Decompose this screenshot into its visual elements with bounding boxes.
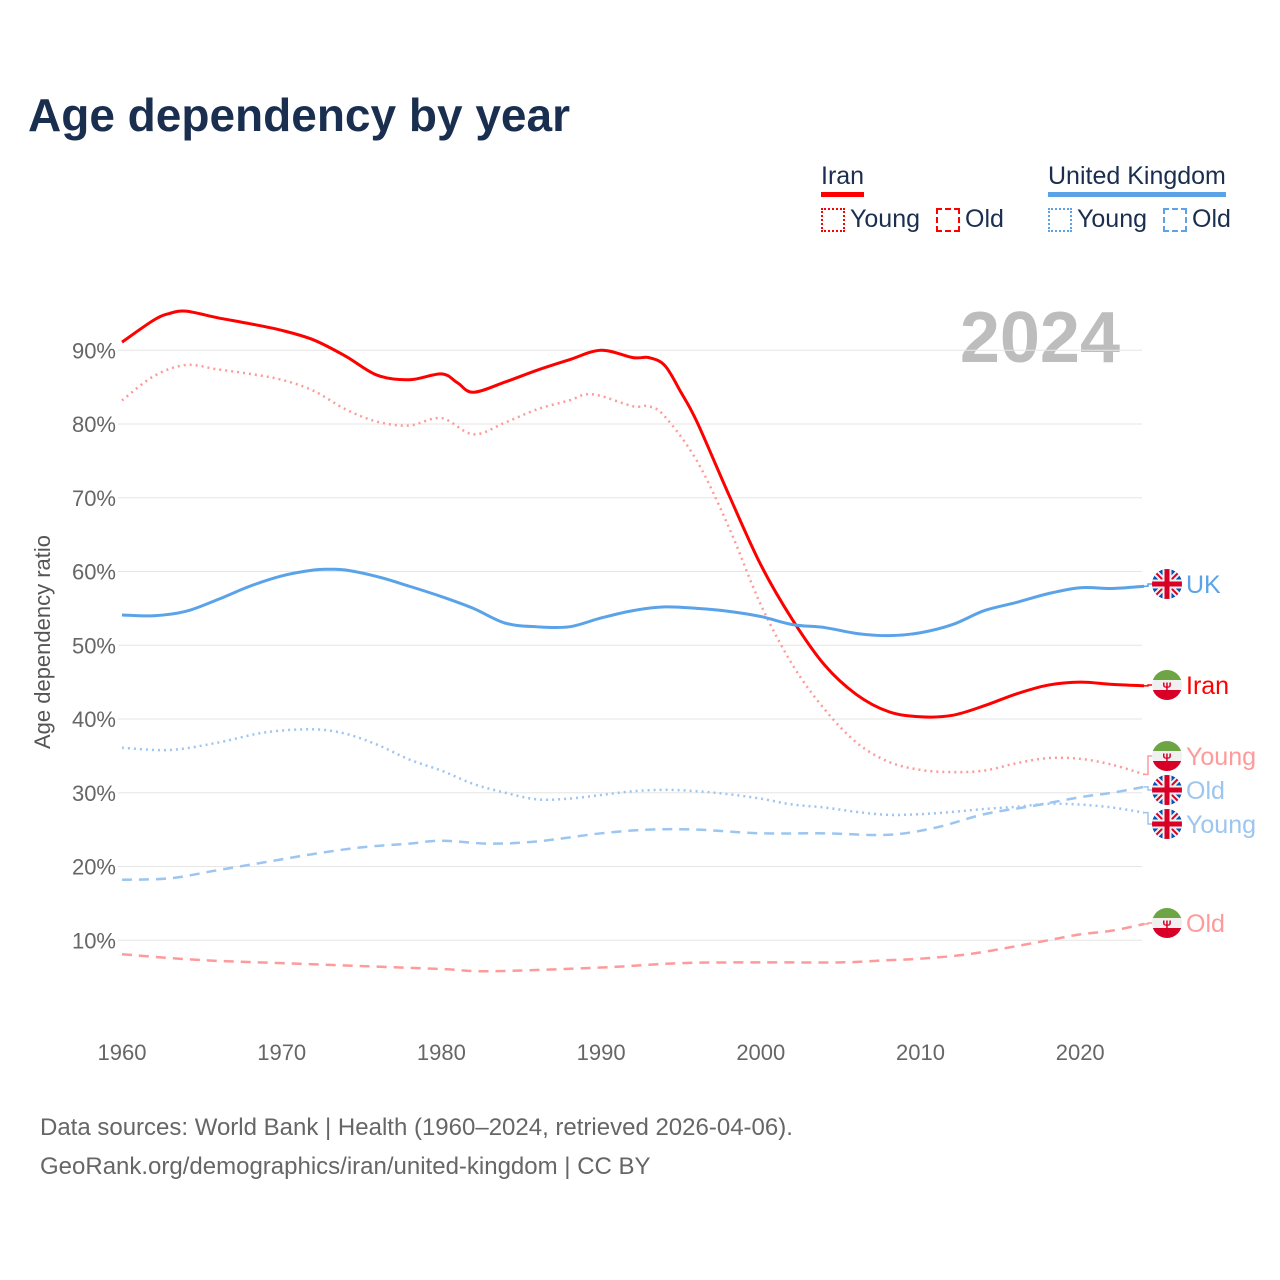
end-label-iran: Ψ Iran [1144, 670, 1229, 700]
end-label-united-kingdom: UK [1144, 569, 1221, 599]
x-tick-label: 2020 [1056, 1040, 1105, 1065]
series-line-united-kingdom-young[interactable] [121, 728, 1145, 817]
label-connector [1144, 786, 1152, 791]
x-tick-label: 1970 [257, 1040, 306, 1065]
y-tick-label: 30% [72, 781, 116, 806]
series-line-united-kingdom[interactable] [121, 567, 1145, 638]
label-connector [1144, 684, 1152, 687]
dotted-swatch-icon [821, 207, 845, 232]
end-label-iran-old: Ψ Old [1144, 908, 1225, 938]
end-label-text: Iran [1186, 672, 1229, 700]
end-label-text: Young [1186, 811, 1256, 839]
x-tick-label: 2000 [736, 1040, 785, 1065]
iran-flag-icon: Ψ [1152, 741, 1182, 771]
dotted-swatch-icon [1048, 207, 1072, 232]
legend-iran-label[interactable]: Iran [821, 162, 865, 197]
y-tick-label: 50% [72, 633, 116, 658]
label-connector [1144, 811, 1152, 825]
svg-text:Ψ: Ψ [1163, 919, 1172, 931]
x-tick-label: 1980 [417, 1040, 466, 1065]
series-line-iran[interactable] [121, 309, 1145, 719]
y-axis-label: Age dependency ratio [30, 535, 55, 749]
uk-flag-icon [1152, 775, 1182, 805]
y-tick-label: 70% [72, 486, 116, 511]
svg-text:Ψ: Ψ [1163, 752, 1172, 764]
x-tick-label: 2010 [896, 1040, 945, 1065]
legend-iran-young[interactable]: Young [821, 205, 920, 234]
label-connector [1144, 755, 1152, 776]
chart-title: Age dependency by year [28, 89, 570, 141]
y-tick-label: 90% [72, 338, 116, 363]
label-connector [1144, 583, 1152, 587]
label-connector [1144, 922, 1152, 925]
iran-flag-icon: Ψ [1152, 670, 1182, 700]
dashed-swatch-icon [1163, 207, 1187, 232]
y-tick-label: 80% [72, 412, 116, 437]
legend-uk: United Kingdom Young Old [1048, 162, 1231, 234]
source-link[interactable]: GeoRank.org/demographics/iran/united-kin… [40, 1153, 651, 1180]
end-label-iran-young: Ψ Young [1144, 741, 1256, 776]
x-tick-label: 1960 [98, 1040, 147, 1065]
legend-iran-old[interactable]: Old [936, 205, 1004, 234]
year-watermark: 2024 [960, 298, 1120, 378]
uk-flag-icon [1152, 809, 1182, 839]
y-tick-label: 40% [72, 707, 116, 732]
data-source: Data sources: World Bank | Health (1960–… [40, 1114, 793, 1141]
series-line-iran-old[interactable] [121, 922, 1145, 973]
legend-label: Old [965, 205, 1004, 233]
y-tick-label: 60% [72, 560, 116, 585]
legend-label: Young [1077, 205, 1147, 233]
end-label-text: Old [1186, 777, 1225, 805]
end-label-united-kingdom-young: Young [1144, 809, 1256, 839]
legend-label: Old [1192, 205, 1231, 233]
legend-iran: Iran Young Old [821, 162, 1004, 234]
legend-label: Young [850, 205, 920, 233]
footer: Data sources: World Bank | Health (1960–… [40, 1108, 793, 1186]
legend-uk-label[interactable]: United Kingdom [1048, 162, 1226, 197]
svg-text:Ψ: Ψ [1163, 681, 1172, 693]
series-line-united-kingdom-old[interactable] [121, 785, 1145, 882]
end-label-text: Young [1186, 743, 1256, 771]
x-tick-label: 1990 [577, 1040, 626, 1065]
y-tick-label: 10% [72, 928, 116, 953]
legend-uk-old[interactable]: Old [1163, 205, 1231, 234]
dashed-swatch-icon [936, 207, 960, 232]
iran-flag-icon: Ψ [1152, 908, 1182, 938]
uk-flag-icon [1152, 569, 1182, 599]
series-line-iran-young[interactable] [121, 363, 1145, 776]
legend-uk-young[interactable]: Young [1048, 205, 1147, 234]
y-tick-label: 20% [72, 855, 116, 880]
end-label-united-kingdom-old: Old [1144, 775, 1225, 805]
end-label-text: Old [1186, 910, 1225, 938]
end-label-text: UK [1186, 571, 1221, 599]
